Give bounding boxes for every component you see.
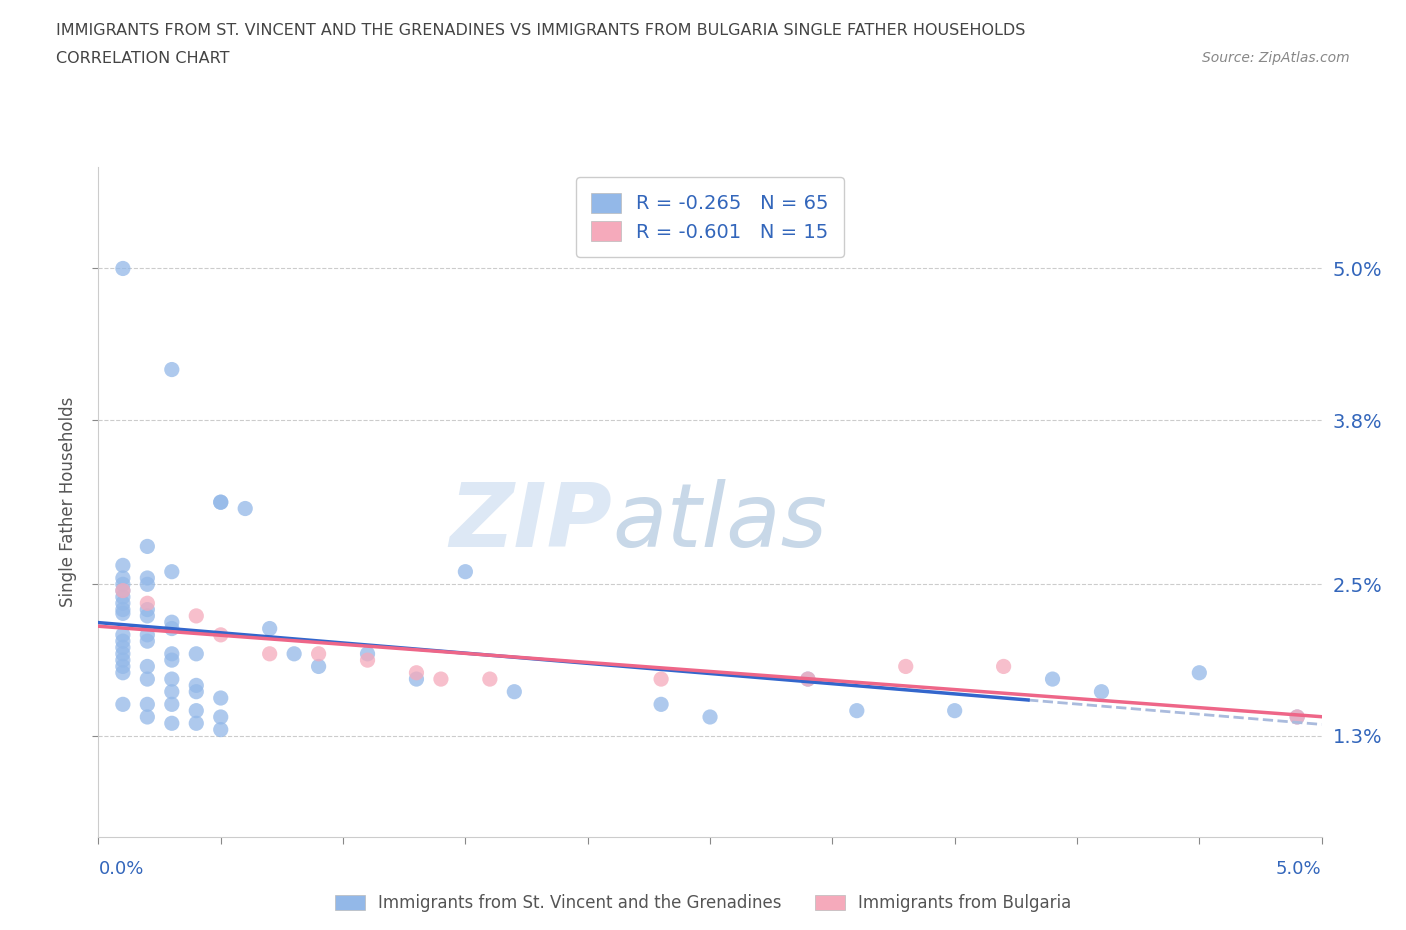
- Point: [136, 710, 159, 724]
- Point: [160, 615, 183, 630]
- Point: [111, 577, 134, 591]
- Point: [160, 565, 183, 579]
- Point: [209, 710, 232, 724]
- Point: [111, 633, 134, 648]
- Point: [160, 621, 183, 636]
- Point: [1286, 710, 1309, 724]
- Point: [160, 697, 183, 711]
- Point: [160, 653, 183, 668]
- Legend: Immigrants from St. Vincent and the Grenadines, Immigrants from Bulgaria: Immigrants from St. Vincent and the Gren…: [335, 895, 1071, 912]
- Point: [111, 659, 134, 674]
- Point: [259, 646, 281, 661]
- Point: [160, 671, 183, 686]
- Point: [136, 608, 159, 623]
- Point: [993, 659, 1015, 674]
- Text: Source: ZipAtlas.com: Source: ZipAtlas.com: [1202, 51, 1350, 65]
- Point: [136, 596, 159, 611]
- Point: [650, 671, 672, 686]
- Point: [111, 571, 134, 586]
- Point: [356, 646, 378, 661]
- Point: [186, 684, 208, 699]
- Point: [454, 565, 477, 579]
- Point: [186, 608, 208, 623]
- Text: IMMIGRANTS FROM ST. VINCENT AND THE GRENADINES VS IMMIGRANTS FROM BULGARIA SINGL: IMMIGRANTS FROM ST. VINCENT AND THE GREN…: [56, 23, 1025, 38]
- Point: [136, 571, 159, 586]
- Point: [111, 640, 134, 655]
- Point: [111, 583, 134, 598]
- Point: [209, 495, 232, 510]
- Text: ZIP: ZIP: [450, 479, 612, 565]
- Point: [186, 716, 208, 731]
- Point: [136, 602, 159, 617]
- Point: [209, 628, 232, 643]
- Text: CORRELATION CHART: CORRELATION CHART: [56, 51, 229, 66]
- Point: [111, 606, 134, 621]
- Point: [160, 646, 183, 661]
- Point: [308, 646, 330, 661]
- Point: [186, 678, 208, 693]
- Point: [111, 590, 134, 604]
- Point: [503, 684, 526, 699]
- Point: [845, 703, 868, 718]
- Point: [699, 710, 721, 724]
- Point: [797, 671, 820, 686]
- Point: [136, 628, 159, 643]
- Point: [209, 691, 232, 706]
- Point: [136, 577, 159, 591]
- Point: [259, 621, 281, 636]
- Point: [1042, 671, 1064, 686]
- Point: [650, 697, 672, 711]
- Text: 5.0%: 5.0%: [1277, 860, 1322, 878]
- Text: atlas: atlas: [612, 479, 827, 565]
- Point: [405, 671, 427, 686]
- Point: [111, 602, 134, 617]
- Point: [1286, 710, 1309, 724]
- Point: [894, 659, 917, 674]
- Point: [1090, 684, 1112, 699]
- Point: [111, 646, 134, 661]
- Point: [186, 646, 208, 661]
- Point: [283, 646, 305, 661]
- Point: [209, 495, 232, 510]
- Point: [111, 628, 134, 643]
- Point: [111, 697, 134, 711]
- Point: [308, 659, 330, 674]
- Point: [430, 671, 453, 686]
- Point: [209, 723, 232, 737]
- Point: [136, 633, 159, 648]
- Point: [797, 671, 820, 686]
- Point: [111, 596, 134, 611]
- Point: [111, 653, 134, 668]
- Point: [111, 665, 134, 680]
- Point: [478, 671, 501, 686]
- Point: [136, 539, 159, 554]
- Point: [160, 362, 183, 377]
- Point: [111, 558, 134, 573]
- Point: [405, 665, 427, 680]
- Point: [943, 703, 966, 718]
- Point: [111, 261, 134, 276]
- Point: [136, 671, 159, 686]
- Point: [111, 583, 134, 598]
- Legend: R = -0.265   N = 65, R = -0.601   N = 15: R = -0.265 N = 65, R = -0.601 N = 15: [576, 177, 844, 257]
- Point: [160, 716, 183, 731]
- Point: [136, 659, 159, 674]
- Point: [136, 697, 159, 711]
- Point: [160, 684, 183, 699]
- Y-axis label: Single Father Households: Single Father Households: [59, 397, 77, 607]
- Point: [356, 653, 378, 668]
- Text: 0.0%: 0.0%: [98, 860, 143, 878]
- Point: [233, 501, 256, 516]
- Point: [1188, 665, 1211, 680]
- Point: [186, 703, 208, 718]
